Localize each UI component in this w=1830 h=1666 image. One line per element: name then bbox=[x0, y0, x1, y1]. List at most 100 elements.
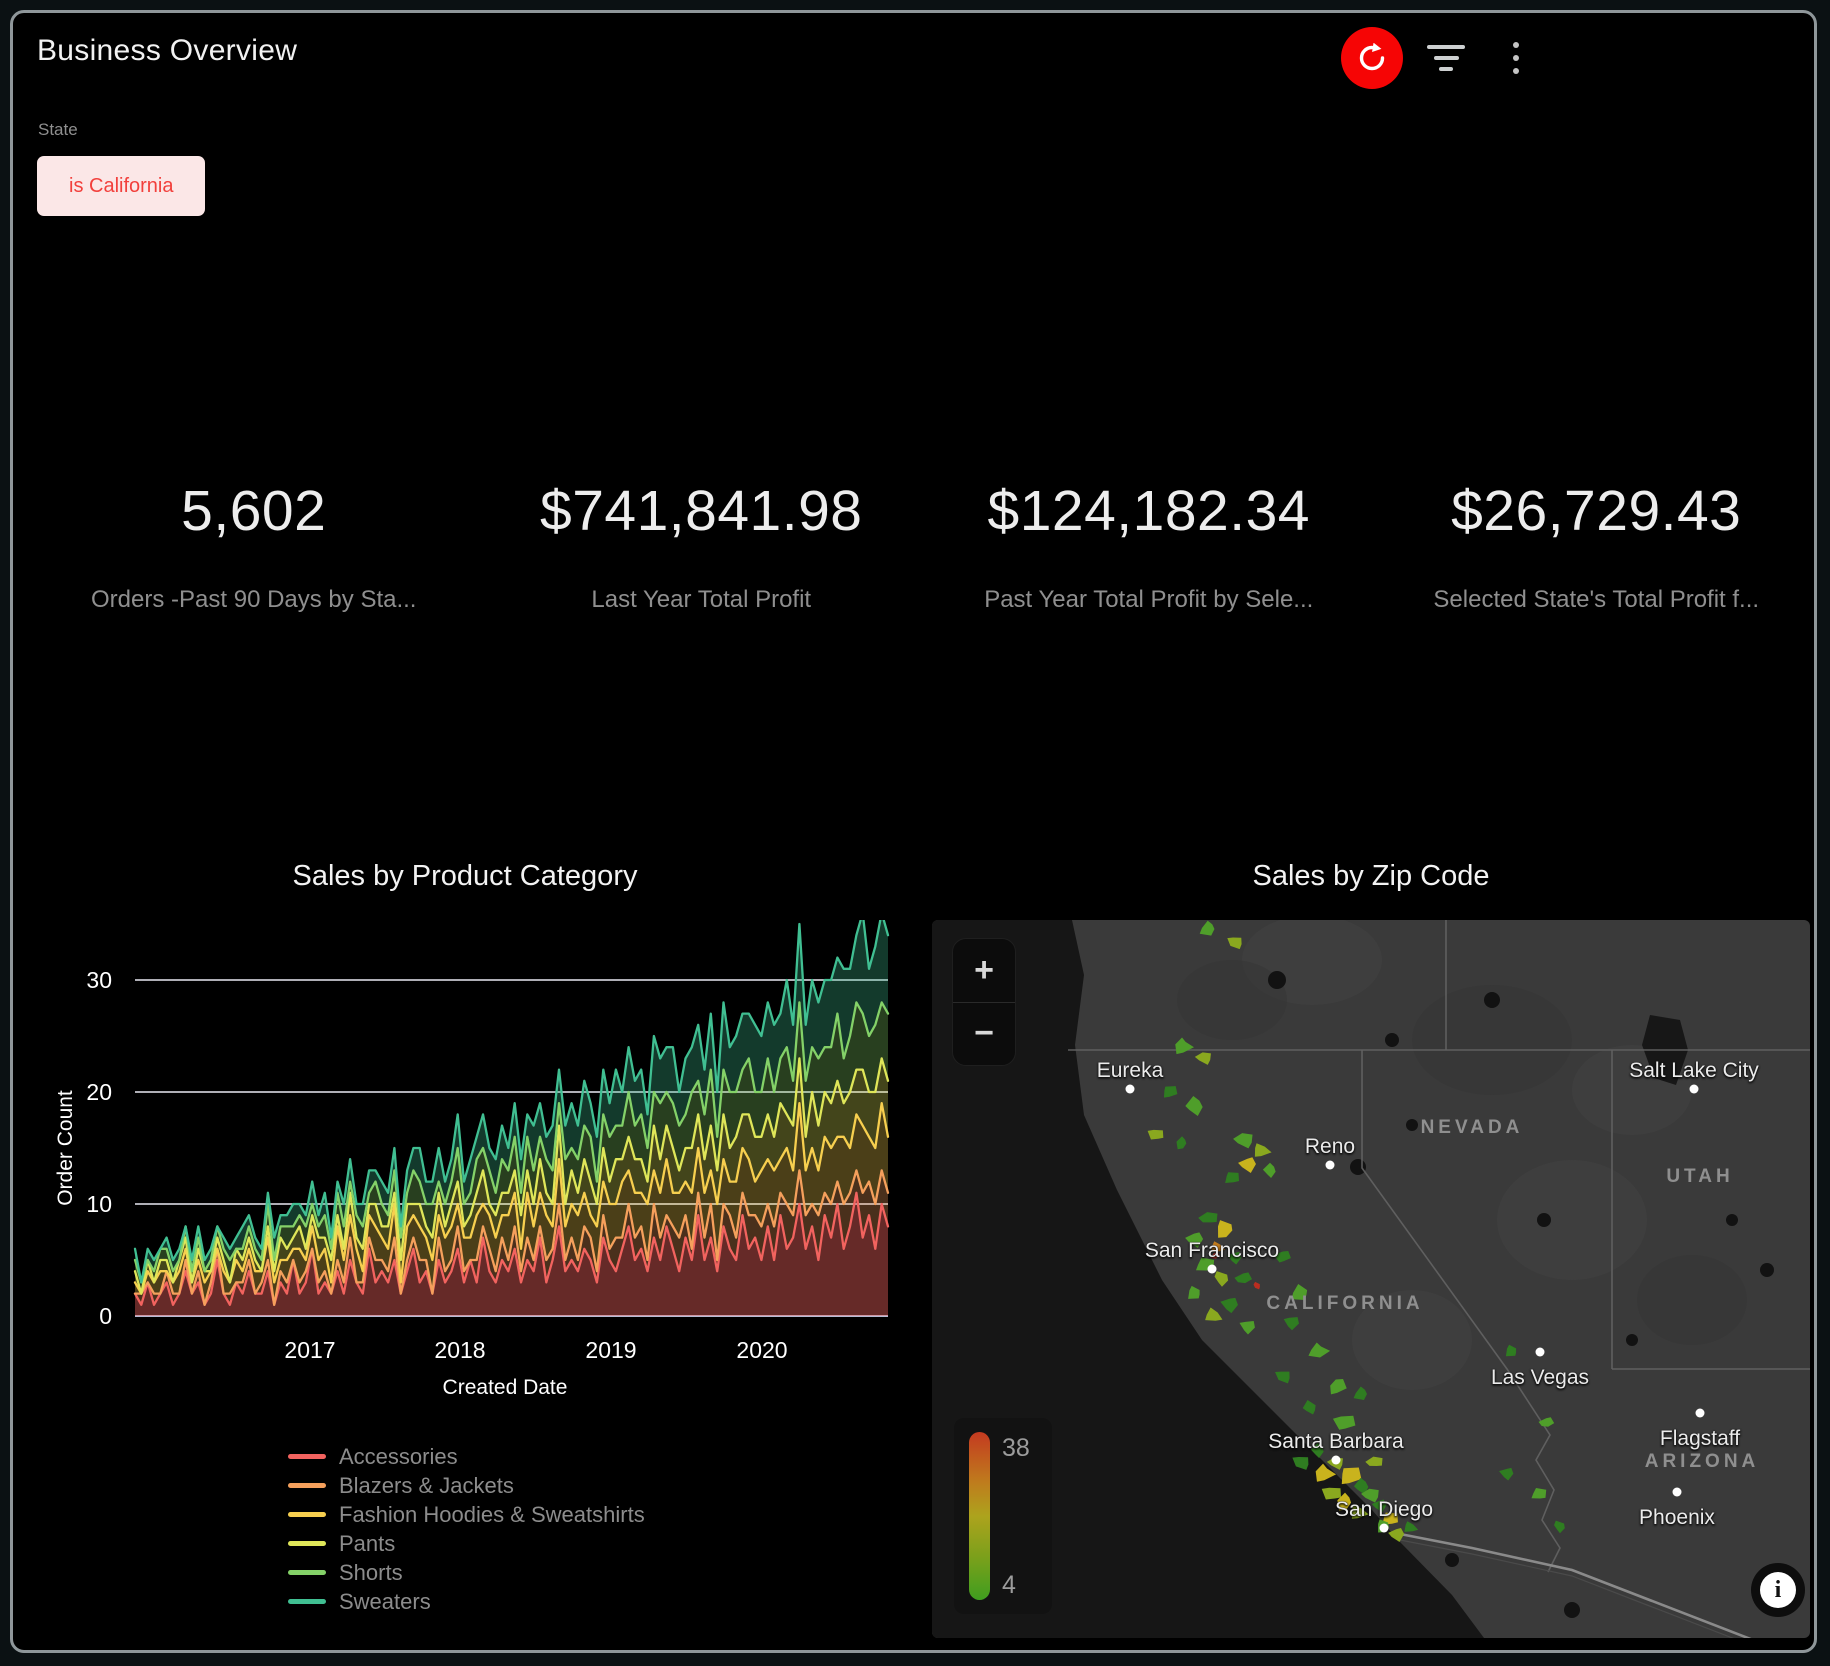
sales-by-category-chart[interactable]: 0 10 20 30 2017 2018 2019 2020 Created Date Order… bbox=[0, 920, 930, 1420]
svg-text:10: 10 bbox=[86, 1191, 112, 1217]
legend-label: Pants bbox=[339, 1530, 396, 1556]
zip-region[interactable] bbox=[1315, 1463, 1337, 1482]
zip-region[interactable] bbox=[1185, 1232, 1204, 1248]
map-chart-title: Sales by Zip Code bbox=[1252, 860, 1490, 892]
zip-region[interactable] bbox=[1273, 1250, 1291, 1263]
zip-region[interactable] bbox=[1341, 1467, 1362, 1485]
chart-legend: Accessories Blazers & Jackets Fashion Hood… bbox=[288, 1442, 645, 1616]
legend-item-5[interactable]: Sweaters bbox=[288, 1587, 645, 1616]
zip-region[interactable] bbox=[1291, 1283, 1308, 1301]
zip-region[interactable] bbox=[1239, 1320, 1255, 1335]
zip-region[interactable] bbox=[1404, 1521, 1419, 1532]
zip-region[interactable] bbox=[1238, 1157, 1256, 1174]
zip-region[interactable] bbox=[1538, 1417, 1555, 1427]
zip-region[interactable] bbox=[1194, 1052, 1211, 1065]
legend-label: Sweaters bbox=[339, 1588, 431, 1614]
legend-item-3[interactable]: Pants bbox=[288, 1529, 645, 1558]
zip-region[interactable] bbox=[1361, 1488, 1379, 1503]
zip-region[interactable] bbox=[1211, 1241, 1226, 1252]
city-label: Reno bbox=[1305, 1135, 1355, 1158]
city-label: Salt Lake City bbox=[1629, 1059, 1759, 1082]
zip-region[interactable] bbox=[1205, 1307, 1223, 1321]
city-dot bbox=[1331, 1455, 1341, 1465]
kpi-row: 5,602 Orders -Past 90 Days by Sta... $74… bbox=[30, 478, 1820, 614]
filter-icon[interactable] bbox=[1424, 38, 1468, 78]
svg-text:2019: 2019 bbox=[585, 1337, 636, 1363]
zip-region[interactable] bbox=[1382, 1512, 1398, 1525]
page-title: Business Overview bbox=[37, 34, 298, 67]
zip-region[interactable] bbox=[1337, 1492, 1352, 1511]
legend-item-2[interactable]: Fashion Hoodies & Sweatshirts bbox=[288, 1500, 645, 1529]
city-label: Las Vegas bbox=[1491, 1366, 1589, 1389]
sales-by-zip-map[interactable]: NEVADA UTAH CALIFORNIA ARIZONA Eureka Salt La… bbox=[932, 920, 1810, 1638]
state-filter-chip[interactable]: is California bbox=[37, 156, 206, 216]
kpi-value: $124,182.34 bbox=[987, 479, 1310, 543]
zip-region[interactable] bbox=[1175, 1037, 1195, 1055]
map-info-button[interactable]: i bbox=[1751, 1563, 1805, 1617]
zip-region[interactable] bbox=[1275, 1371, 1290, 1384]
zip-region[interactable] bbox=[1321, 1487, 1342, 1500]
kpi-past-year-profit: $124,182.34 Past Year Total Profit by Se… bbox=[925, 478, 1373, 614]
city-dot bbox=[1535, 1347, 1545, 1357]
legend-item-4[interactable]: Shorts bbox=[288, 1558, 645, 1587]
zip-region[interactable] bbox=[1233, 1133, 1253, 1149]
zip-region[interactable] bbox=[1254, 1143, 1272, 1157]
zip-region[interactable] bbox=[1505, 1344, 1517, 1357]
svg-text:Created Date: Created Date bbox=[443, 1376, 568, 1399]
legend-swatch bbox=[288, 1483, 326, 1488]
zip-region[interactable] bbox=[1227, 937, 1242, 950]
map-canvas[interactable]: NEVADA UTAH CALIFORNIA ARIZONA Eureka Salt La… bbox=[932, 920, 1810, 1638]
zoom-out-button[interactable]: − bbox=[974, 1014, 994, 1053]
zip-region[interactable] bbox=[1185, 1096, 1203, 1117]
refresh-button[interactable] bbox=[1341, 27, 1403, 89]
zip-region[interactable] bbox=[1302, 1399, 1316, 1415]
scale-max-value: 38 bbox=[1002, 1434, 1030, 1462]
city-label: Phoenix bbox=[1639, 1506, 1715, 1529]
legend-label: Shorts bbox=[339, 1559, 403, 1585]
zip-region[interactable] bbox=[1554, 1520, 1565, 1534]
zip-region[interactable] bbox=[1163, 1086, 1178, 1098]
city-dot bbox=[1695, 1408, 1705, 1418]
zip-region[interactable] bbox=[1531, 1488, 1547, 1499]
zip-region[interactable] bbox=[1308, 1342, 1331, 1358]
legend-item-1[interactable]: Blazers & Jackets bbox=[288, 1471, 645, 1500]
city-label: Eureka bbox=[1097, 1059, 1164, 1082]
zip-region[interactable] bbox=[1283, 1317, 1299, 1331]
zip-region[interactable] bbox=[1227, 1251, 1242, 1265]
zip-region[interactable] bbox=[1234, 1272, 1253, 1284]
zip-region[interactable] bbox=[1199, 920, 1215, 936]
city-label: San Francisco bbox=[1145, 1239, 1279, 1262]
zip-region[interactable] bbox=[1147, 1129, 1164, 1140]
color-scale-bar bbox=[969, 1432, 990, 1600]
zip-region[interactable] bbox=[1292, 1456, 1309, 1470]
zip-region[interactable] bbox=[1371, 1499, 1387, 1513]
zip-region[interactable] bbox=[1214, 1271, 1229, 1287]
zip-region[interactable] bbox=[1217, 1220, 1233, 1238]
zoom-in-button[interactable]: + bbox=[974, 950, 994, 989]
zip-region[interactable] bbox=[1388, 1528, 1405, 1543]
legend-label: Fashion Hoodies & Sweatshirts bbox=[339, 1501, 645, 1527]
zip-region[interactable] bbox=[1211, 1252, 1220, 1259]
legend-swatch bbox=[288, 1541, 326, 1546]
zip-region[interactable] bbox=[1176, 1136, 1187, 1150]
zip-region[interactable] bbox=[1353, 1386, 1367, 1400]
legend-swatch bbox=[288, 1570, 326, 1575]
zip-region[interactable] bbox=[1262, 1162, 1276, 1178]
refresh-icon bbox=[1359, 43, 1385, 71]
zip-region[interactable] bbox=[1188, 1285, 1200, 1299]
kebab-menu-icon[interactable] bbox=[1498, 34, 1534, 82]
zip-region[interactable] bbox=[1220, 1297, 1238, 1314]
zip-region[interactable] bbox=[1225, 1172, 1240, 1183]
zip-region[interactable] bbox=[1499, 1467, 1514, 1481]
zip-region[interactable] bbox=[1198, 1212, 1218, 1223]
zip-region[interactable] bbox=[1310, 1442, 1324, 1458]
kpi-orders: 5,602 Orders -Past 90 Days by Sta... bbox=[30, 478, 478, 614]
zip-region[interactable] bbox=[1253, 1281, 1260, 1290]
legend-item-0[interactable]: Accessories bbox=[288, 1442, 645, 1471]
zip-region[interactable] bbox=[1332, 1415, 1356, 1430]
zip-region[interactable] bbox=[1330, 1378, 1347, 1395]
zip-region[interactable] bbox=[1351, 1505, 1369, 1519]
zip-region[interactable] bbox=[1365, 1456, 1383, 1467]
legend-label: Accessories bbox=[339, 1443, 458, 1469]
city-label: Santa Barbara bbox=[1268, 1430, 1404, 1453]
